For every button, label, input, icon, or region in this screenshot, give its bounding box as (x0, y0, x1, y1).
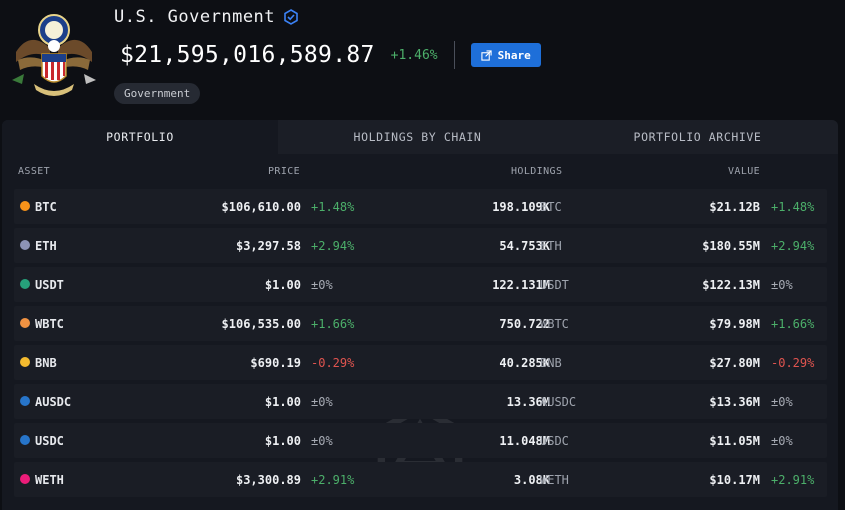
value-change: -0.29% (771, 356, 815, 370)
entity-tag[interactable]: Government (114, 83, 201, 104)
usdc-icon (20, 435, 30, 445)
portfolio-total-value: $21,595,016,589.87 (120, 42, 375, 68)
price-change: ±0% (311, 278, 333, 292)
us-seal-logo (12, 14, 96, 96)
value-change: ±0% (771, 434, 793, 448)
tether-icon (20, 279, 30, 289)
weth-icon (20, 474, 30, 484)
portfolio-panel: PORTFOLIO HOLDINGS BY CHAIN PORTFOLIO AR… (2, 120, 838, 510)
asset-symbol[interactable]: USDC (35, 434, 64, 448)
price-change: ±0% (311, 434, 333, 448)
table-row[interactable]: USDT $1.00 ±0% 122.131M USDT $122.13M ±0… (14, 267, 827, 302)
divider (453, 41, 455, 69)
holdings-symbol: WBTC (540, 317, 569, 331)
holdings-amount: 13.36M (506, 395, 550, 409)
column-value[interactable]: VALUE (728, 166, 761, 177)
holdings-symbol: WETH (540, 473, 569, 487)
holding-value: $27.80M (709, 356, 760, 370)
table-row[interactable]: ETH $3,297.58 +2.94% 54.753K ETH $180.55… (14, 228, 827, 263)
price-change: -0.29% (311, 356, 355, 370)
table-row[interactable]: BNB $690.19 -0.29% 40.285K BNB $27.80M -… (14, 345, 827, 380)
table-row[interactable]: WETH $3,300.89 +2.91% 3.08K WETH $10.17M… (14, 462, 827, 497)
asset-symbol[interactable]: ETH (35, 239, 57, 253)
holdings-amount: 40.285K (499, 356, 550, 370)
price-change: +1.48% (311, 200, 355, 214)
table-row[interactable]: AUSDC $1.00 ±0% 13.36M AUSDC $13.36M ±0% (14, 384, 827, 419)
price-change: +1.66% (311, 317, 355, 331)
asset-price: $1.00 (264, 434, 301, 448)
entity-header: U.S. Government $21,595,016,589.87 +1.46… (0, 0, 845, 118)
tab-holdings-by-chain[interactable]: HOLDINGS BY CHAIN (353, 130, 482, 144)
holdings-amount: 11.048M (499, 434, 550, 448)
holding-value: $10.17M (709, 473, 760, 487)
price-change: +2.94% (311, 239, 355, 253)
asset-symbol[interactable]: WBTC (35, 317, 64, 331)
value-change: +2.91% (771, 473, 815, 487)
asset-price: $3,297.58 (235, 239, 301, 253)
share-button[interactable]: Share (470, 43, 541, 67)
asset-price: $3,300.89 (235, 473, 301, 487)
column-asset[interactable]: ASSET (18, 166, 51, 177)
holdings-symbol: BTC (540, 200, 562, 214)
holdings-symbol: BNB (540, 356, 562, 370)
tab-bar: PORTFOLIO HOLDINGS BY CHAIN PORTFOLIO AR… (2, 120, 838, 154)
holdings-symbol: USDT (540, 278, 569, 292)
tab-portfolio-archive[interactable]: PORTFOLIO ARCHIVE (633, 130, 762, 144)
holding-value: $180.55M (702, 239, 760, 253)
asset-symbol[interactable]: BTC (35, 200, 57, 214)
value-change: +1.66% (771, 317, 815, 331)
holdings-amount: 3.08K (513, 473, 550, 487)
external-share-icon (480, 49, 492, 61)
verified-badge-icon (284, 9, 298, 25)
portfolio-change: +1.46% (390, 47, 438, 63)
holding-value: $13.36M (709, 395, 760, 409)
wrapped-bitcoin-icon (20, 318, 30, 328)
holdings-amount: 198.109K (492, 200, 550, 214)
holding-value: $21.12B (709, 200, 760, 214)
table-row[interactable]: WBTC $106,535.00 +1.66% 750.722 WBTC $79… (14, 306, 827, 341)
ethereum-icon (20, 240, 30, 250)
price-change: +2.91% (311, 473, 355, 487)
price-change: ±0% (311, 395, 333, 409)
holding-value: $122.13M (702, 278, 760, 292)
bitcoin-icon (20, 201, 30, 211)
tab-portfolio[interactable]: PORTFOLIO (2, 120, 278, 154)
asset-price: $1.00 (264, 395, 301, 409)
share-label: Share (497, 48, 531, 62)
asset-symbol[interactable]: USDT (35, 278, 64, 292)
holdings-symbol: AUSDC (540, 395, 577, 409)
entity-name: U.S. Government (114, 7, 276, 27)
holding-value: $79.98M (709, 317, 760, 331)
table-header: ASSET PRICE HOLDINGS VALUE (2, 154, 838, 188)
holdings-symbol: ETH (540, 239, 562, 253)
holdings-table: BTC $106,610.00 +1.48% 198.109K BTC $21.… (14, 189, 827, 501)
holdings-amount: 122.131M (492, 278, 550, 292)
column-holdings[interactable]: HOLDINGS (511, 166, 563, 177)
value-change: ±0% (771, 395, 793, 409)
column-price[interactable]: PRICE (268, 166, 301, 177)
asset-price: $106,535.00 (221, 317, 301, 331)
asset-price: $106,610.00 (221, 200, 301, 214)
asset-symbol[interactable]: WETH (35, 473, 64, 487)
aave-usdc-icon (20, 396, 30, 406)
holdings-amount: 750.722 (499, 317, 550, 331)
table-row[interactable]: USDC $1.00 ±0% 11.048M USDC $11.05M ±0% (14, 423, 827, 458)
asset-price: $690.19 (250, 356, 301, 370)
asset-price: $1.00 (264, 278, 301, 292)
asset-symbol[interactable]: BNB (35, 356, 57, 370)
holdings-symbol: USDC (540, 434, 569, 448)
holdings-amount: 54.753K (499, 239, 550, 253)
value-change: ±0% (771, 278, 793, 292)
holding-value: $11.05M (709, 434, 760, 448)
bnb-icon (20, 357, 30, 367)
value-change: +2.94% (771, 239, 815, 253)
value-change: +1.48% (771, 200, 815, 214)
asset-symbol[interactable]: AUSDC (35, 395, 72, 409)
table-row[interactable]: BTC $106,610.00 +1.48% 198.109K BTC $21.… (14, 189, 827, 224)
